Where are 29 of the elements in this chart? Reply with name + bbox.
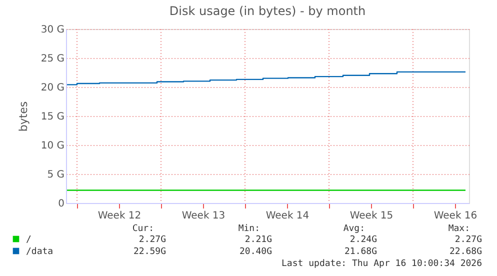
- y-tick-label: 5 G: [47, 170, 64, 180]
- legend-label: /: [26, 235, 32, 245]
- x-tick-label: Week 16: [434, 210, 478, 222]
- text: Min:: [238, 224, 260, 234]
- text: 22.68G: [449, 247, 482, 257]
- y-tick-label: 30 G: [40, 24, 64, 36]
- y-tick-label: 0: [58, 198, 64, 210]
- x-tick-label: Week 12: [98, 210, 142, 222]
- text: 2.21G: [244, 235, 272, 245]
- x-tick-label: Week 14: [266, 210, 310, 222]
- y-axis-title: bytes: [16, 101, 30, 132]
- text: 2.27G: [454, 235, 482, 245]
- text: 20.40G: [239, 247, 272, 257]
- text: 2.27G: [138, 235, 166, 245]
- y-tick-label: 20 G: [40, 82, 64, 94]
- text: Last update: Thu Apr 16 10:00:34 2026: [282, 259, 482, 269]
- chart-title: Disk usage (in bytes) - by month: [169, 4, 366, 18]
- x-tick-label: Week 13: [182, 210, 226, 222]
- text: 21.68G: [344, 247, 377, 257]
- x-tick-label: Week 15: [350, 210, 394, 222]
- y-tick-label: 10 G: [40, 140, 64, 152]
- y-tick-label: 25 G: [40, 54, 64, 64]
- text: Avg:: [343, 224, 365, 234]
- text: 2.24G: [350, 235, 377, 245]
- y-tick-label: 15 G: [40, 112, 64, 122]
- text: Max:: [448, 224, 470, 234]
- legend-label: /data: [26, 247, 54, 257]
- text: 22.59G: [133, 247, 166, 257]
- text: Cur:: [132, 224, 154, 234]
